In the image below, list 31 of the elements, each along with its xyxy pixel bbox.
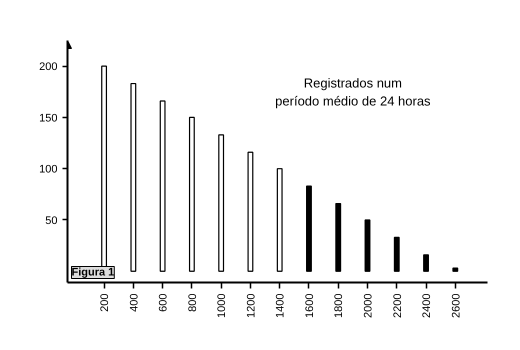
x-tick-label: 2400 [421, 293, 434, 318]
bar [423, 254, 429, 272]
bar [335, 202, 342, 272]
x-tick-label: 1800 [333, 293, 346, 318]
bar [130, 82, 136, 272]
x-tick-label: 600 [158, 293, 170, 312]
x-tick-label: 1600 [304, 293, 316, 318]
bar [218, 134, 224, 272]
bar [247, 152, 254, 272]
x-tick-label: 200 [99, 293, 112, 312]
annotation: Figura 1 [72, 266, 114, 278]
bar [306, 186, 312, 272]
x-tick-label: 1000 [216, 293, 228, 318]
bar [364, 219, 370, 272]
bar [452, 268, 458, 272]
bar [160, 100, 166, 272]
y-tick-label: 50 [45, 214, 58, 227]
y-tick-label: 100 [39, 164, 58, 176]
annotation: Registrados num período médio de 24 horas [275, 75, 432, 108]
x-tick-label: 1200 [245, 293, 258, 318]
bar [188, 116, 195, 272]
x-tick-label: 800 [186, 293, 199, 312]
x-tick-label: 1400 [274, 293, 287, 318]
bar [276, 168, 283, 272]
x-tick-label: 2000 [362, 293, 374, 318]
y-tick-label: 200 [39, 61, 58, 74]
y-tick-label: 150 [39, 112, 58, 124]
x-tick-label: 400 [128, 293, 140, 312]
x-tick-label: 2600 [450, 293, 462, 318]
bar [394, 236, 400, 272]
x-tick-label: 2200 [392, 293, 404, 318]
